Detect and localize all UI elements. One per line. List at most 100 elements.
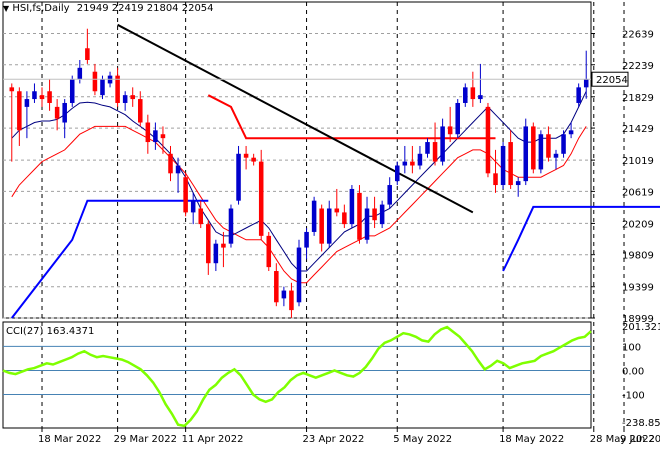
candle-body [85, 48, 90, 60]
ohlc-label: 21949 22419 21804 22054 [76, 3, 214, 14]
candle-body [357, 192, 362, 240]
candle-body [138, 99, 143, 123]
candle-body [17, 91, 22, 131]
candle-body [583, 79, 589, 88]
candle-body [311, 200, 317, 232]
candle-body [417, 153, 423, 166]
candle-body [538, 134, 544, 170]
candle-body [568, 130, 574, 135]
candle-body [243, 153, 249, 158]
date-label-7: 9 Jun 2022 [620, 434, 660, 445]
candle-body [379, 204, 385, 225]
axis-layer: 22639 22239 21829 21429 21019 20619 20209 19809… [38, 29, 660, 445]
cci-label: CCI(27) 163.4371 [6, 326, 95, 337]
dropdown-icon[interactable]: ▼ [3, 4, 10, 13]
candle-body [342, 212, 347, 225]
candle-body [183, 177, 188, 213]
candle-body [198, 208, 204, 225]
candle-body [236, 153, 241, 201]
cci-tick-label-4: -238.856 [622, 418, 660, 429]
candle-body [463, 87, 468, 103]
candle-body [425, 142, 430, 154]
candle-body [319, 208, 324, 244]
candle-body [9, 87, 15, 92]
candle-body [153, 130, 158, 143]
cci-panel-border [2, 321, 592, 429]
cci-tick-label-2: 0.00 [622, 366, 644, 377]
candle-body [266, 235, 272, 268]
candle-body [455, 102, 460, 135]
price-tick-label-3: 21429 [622, 124, 654, 135]
candle-body [334, 208, 340, 213]
current-price-label: 22054 [596, 75, 628, 86]
price-tick-label-2: 21829 [622, 93, 654, 104]
price-tick-label-4: 21019 [622, 156, 654, 167]
candle-body [281, 290, 287, 299]
candle-body [576, 87, 581, 103]
candle-body [561, 134, 566, 154]
candle-body [470, 87, 476, 100]
candle-body [478, 95, 483, 100]
candle-body [493, 173, 498, 186]
candle-body [402, 161, 408, 166]
candle-body [387, 185, 392, 205]
price-tick-label-9: 18999 [622, 314, 654, 325]
candle-body [175, 165, 181, 174]
candle-body [296, 247, 302, 303]
price-tick-label-5: 20619 [622, 187, 654, 198]
price-header: ▼ HSI,fs,Daily 21949 22419 21804 22054 [3, 3, 214, 14]
cci-tick-label-3: -100 [622, 391, 645, 402]
support-level-line [502, 205, 660, 272]
candle-body [160, 134, 166, 139]
candle-body [394, 165, 400, 182]
candle-body [54, 106, 60, 119]
candle-body [39, 95, 45, 100]
candle-body [206, 224, 211, 264]
candle-body [228, 208, 234, 244]
date-label-5: 18 May 2022 [499, 434, 564, 445]
candle-body [130, 95, 135, 100]
candle-body [304, 231, 309, 248]
candle-body [553, 153, 559, 158]
date-label-6: 28 May 2022 [590, 434, 655, 445]
candle-body [77, 67, 83, 80]
candle-body [115, 75, 120, 103]
price-layer [3, 23, 660, 319]
candle-body [168, 153, 173, 174]
candle-body [251, 157, 256, 162]
candle-body [258, 161, 264, 236]
cci-line [2, 325, 592, 428]
price-tick-label-1: 22239 [622, 61, 654, 72]
candle-body [62, 102, 67, 123]
candle-body [100, 79, 105, 96]
candle-body [289, 290, 294, 311]
candle-body [447, 126, 453, 135]
cci-header: CCI(27) 163.4371 [6, 326, 94, 337]
candle-body [546, 134, 551, 158]
cci-tick-label-1: 100 [622, 342, 641, 353]
candle-body [24, 99, 30, 107]
symbol-label: HSI,fs,Daily [12, 3, 70, 14]
candle-body [531, 126, 536, 170]
date-label-2: 11 Apr 2022 [182, 434, 244, 445]
candle-body [410, 161, 415, 166]
candle-body [190, 200, 196, 213]
candle-body [326, 208, 332, 244]
candle-body [122, 95, 128, 103]
price-tick-label-0: 22639 [622, 29, 654, 40]
cci-tick-label-0: 201.3217 [622, 322, 660, 333]
candle-body [372, 208, 377, 221]
candle-body [32, 91, 37, 100]
candle-body [508, 142, 513, 186]
date-label-0: 18 Mar 2022 [38, 434, 101, 445]
candle-body [221, 243, 226, 248]
price-tick-label-6: 20209 [622, 219, 654, 230]
candle-body [274, 271, 279, 303]
current-price-box [591, 71, 629, 87]
candle-body [523, 126, 529, 182]
candle-body [213, 243, 219, 264]
price-tick-label-8: 19399 [622, 283, 654, 294]
date-label-3: 23 Apr 2022 [303, 434, 365, 445]
